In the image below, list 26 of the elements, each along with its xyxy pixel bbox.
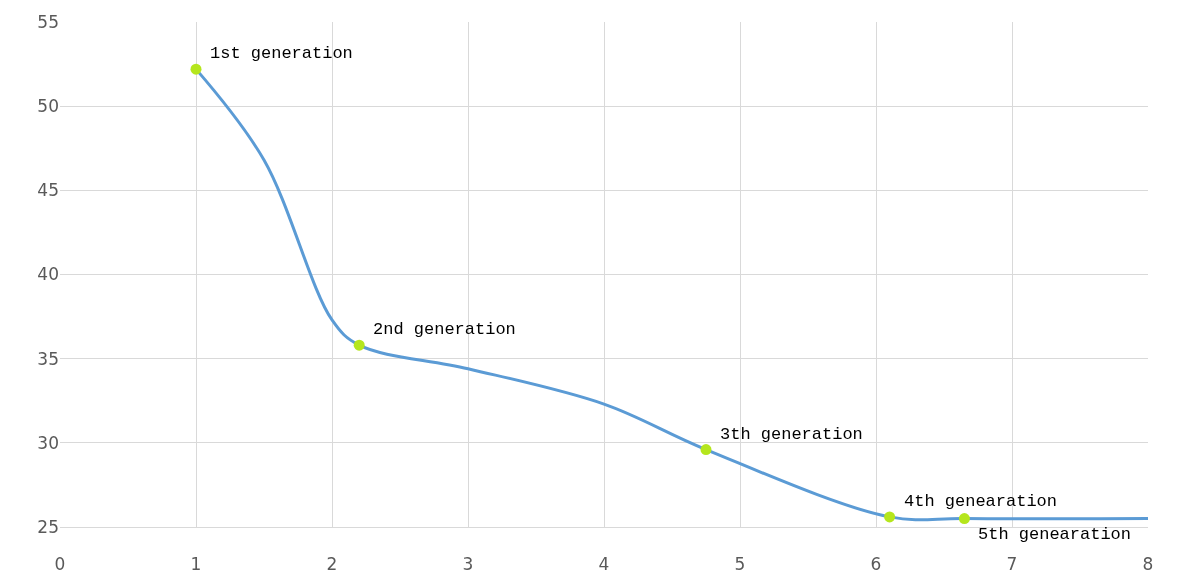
x-tick-label: 5 [734,554,746,575]
annotation: 2nd generation [373,320,516,339]
y-tick-label: 30 [37,432,59,453]
x-tick-label: 8 [1142,554,1154,575]
point [700,444,712,456]
y-tick-label: 50 [37,96,59,117]
y-tick-label: 55 [37,11,59,32]
x-tick-label: 2 [326,554,338,575]
x-tick-label: 3 [462,554,474,575]
annotation: 5th genearation [978,525,1132,544]
y-tick-label: 35 [37,348,59,369]
x-tick-label: 6 [870,554,882,575]
point [884,511,896,523]
point [353,339,365,351]
x-tick-label: 4 [598,554,610,575]
y-tick-label: 25 [37,516,59,537]
x-tick-label: 7 [1006,554,1018,575]
point [190,63,202,75]
annotation: 3th generation [720,425,863,444]
point [958,513,970,525]
annotation: 4th genearation [904,492,1058,511]
annotation: 1st generation [210,44,353,63]
x-tick-label: 1 [190,554,202,575]
y-tick-label: 40 [37,264,59,285]
x-tick-label: 0 [54,554,66,575]
y-tick-label: 45 [37,180,59,201]
